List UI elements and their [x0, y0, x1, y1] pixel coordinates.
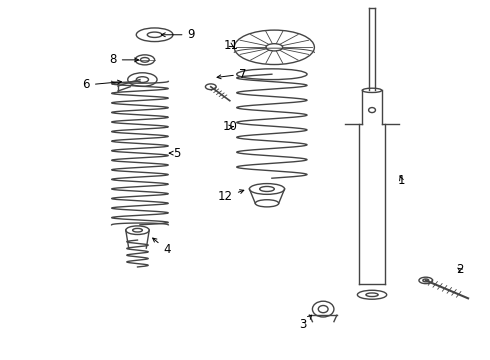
- Text: 6: 6: [82, 78, 122, 91]
- Text: 12: 12: [218, 190, 244, 203]
- Text: 1: 1: [397, 174, 405, 186]
- Text: 5: 5: [170, 147, 180, 159]
- Text: 8: 8: [109, 53, 139, 66]
- Text: 2: 2: [456, 263, 464, 276]
- Text: 3: 3: [299, 315, 312, 331]
- Text: 7: 7: [217, 68, 246, 81]
- Text: 4: 4: [153, 238, 171, 256]
- Text: 11: 11: [224, 39, 239, 52]
- Text: 10: 10: [223, 121, 238, 134]
- Text: 9: 9: [161, 28, 195, 41]
